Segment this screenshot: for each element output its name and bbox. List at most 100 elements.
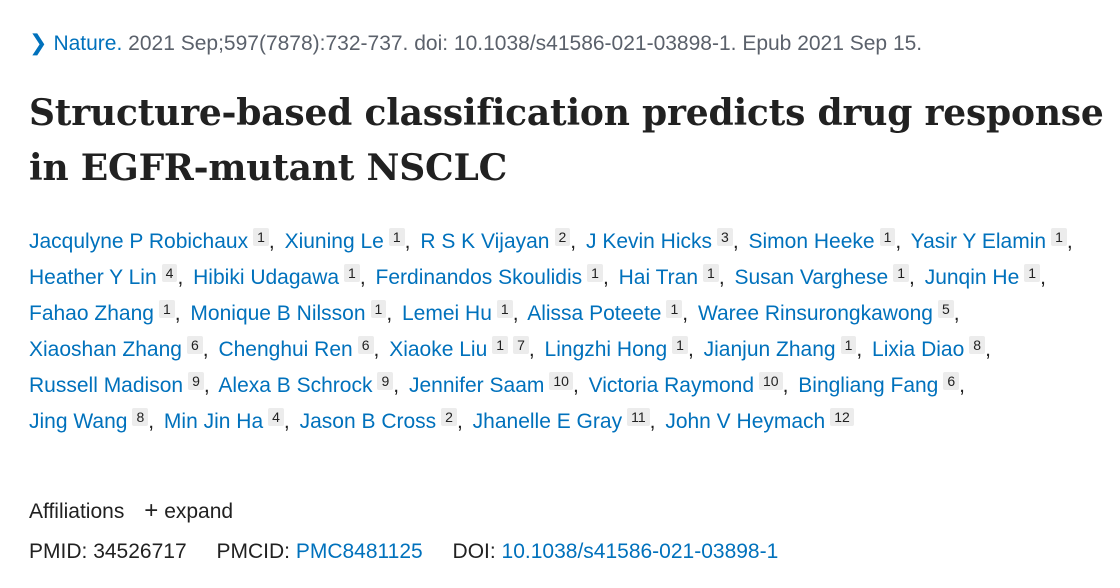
affiliation-ref-badge[interactable]: 12 — [830, 408, 854, 426]
author-item: Alissa Poteete 1, — [527, 300, 692, 325]
affiliations-expand-button[interactable]: + expand — [144, 497, 234, 524]
affiliation-ref-badge[interactable]: 2 — [554, 228, 571, 246]
author-name-link[interactable]: Xiuning Le — [284, 230, 384, 253]
author-name-link[interactable]: Jennifer Saam — [408, 374, 545, 397]
pmcid-link[interactable]: PMC8481125 — [295, 540, 423, 563]
author-name-link[interactable]: Simon Heeke — [748, 230, 875, 253]
author-item: Simon Heeke 1, — [748, 228, 906, 253]
author-name-link[interactable]: Jason B Cross — [299, 410, 437, 433]
author-separator: , — [909, 266, 915, 289]
affiliation-ref-badge[interactable]: 5 — [937, 300, 954, 318]
affiliation-ref-badge[interactable]: 10 — [549, 372, 573, 390]
chevron-right-icon[interactable]: ❯ — [29, 30, 48, 55]
author-name-link[interactable]: Bingliang Fang — [798, 374, 939, 397]
affiliation-ref-badge[interactable]: 11 — [627, 408, 650, 426]
author-item: John V Heymach 12 — [665, 408, 854, 433]
affiliation-ref-badge[interactable]: 10 — [759, 372, 783, 390]
author-separator: , — [682, 302, 689, 325]
affiliation-ref-badge[interactable]: 1 — [388, 228, 405, 246]
author-item: Susan Varghese 1, — [734, 264, 919, 289]
affiliation-ref-badge[interactable]: 7 — [513, 336, 529, 354]
author-name-link[interactable]: Jing Wang — [29, 410, 128, 433]
author-name-link[interactable]: R S K Vijayan — [420, 230, 550, 253]
affiliation-ref-badge[interactable]: 1 — [344, 264, 360, 282]
author-name-link[interactable]: Monique B Nilsson — [190, 302, 366, 325]
journal-link[interactable]: Nature. — [53, 32, 123, 55]
author-item: Fahao Zhang 1, — [29, 300, 185, 325]
affiliation-ref-badge[interactable]: 9 — [188, 372, 204, 390]
affiliation-ref-badge[interactable]: 1 — [158, 300, 175, 318]
author-separator: , — [687, 338, 694, 361]
author-separator: , — [1066, 230, 1073, 253]
author-name-link[interactable]: Lemei Hu — [402, 302, 492, 325]
author-name-link[interactable]: Alissa Poteete — [527, 302, 662, 325]
affiliation-ref-badge[interactable]: 1 — [370, 300, 387, 318]
author-name-link[interactable]: Lixia Diao — [872, 338, 965, 361]
affiliation-ref-badge[interactable]: 1 — [1051, 228, 1067, 246]
author-item: Jason B Cross 2, — [299, 408, 467, 433]
affiliation-ref-badge[interactable]: 1 — [496, 300, 513, 318]
author-item: Xiuning Le 1, — [284, 228, 415, 253]
author-name-link[interactable]: Min Jin Ha — [163, 410, 264, 433]
affiliation-ref-badge[interactable]: 4 — [268, 408, 284, 426]
author-name-link[interactable]: Ferdinandos Skoulidis — [375, 266, 583, 289]
author-separator: , — [732, 230, 739, 253]
author-name-link[interactable]: Jhanelle E Gray — [472, 410, 623, 433]
affiliations-row: Affiliations + expand — [29, 496, 233, 527]
affiliation-ref-badge[interactable]: 1 — [893, 264, 910, 282]
author-name-link[interactable]: Jianjun Zhang — [703, 338, 836, 361]
affiliation-ref-badge[interactable]: 4 — [161, 264, 178, 282]
author-item: R S K Vijayan 2, — [420, 228, 580, 253]
author-item: Lemei Hu 1, — [402, 300, 523, 325]
author-name-link[interactable]: Hibiki Udagawa — [193, 266, 340, 289]
affiliation-ref-badge[interactable]: 1 — [879, 228, 896, 246]
author-name-link[interactable]: Victoria Raymond — [588, 374, 754, 397]
author-name-link[interactable]: Xiaoshan Zhang — [29, 338, 182, 361]
author-name-link[interactable]: Susan Varghese — [734, 266, 889, 289]
affiliation-ref-badge[interactable]: 1 — [1024, 264, 1041, 282]
affiliation-ref-badge[interactable]: 8 — [132, 408, 149, 426]
author-name-link[interactable]: Alexa B Schrock — [218, 374, 373, 397]
author-separator: , — [718, 266, 725, 289]
author-separator: , — [386, 302, 393, 325]
author-name-link[interactable]: Junqin He — [924, 266, 1020, 289]
author-separator: , — [570, 230, 577, 253]
expand-label: expand — [164, 500, 234, 523]
author-separator: , — [953, 302, 960, 325]
doi-link[interactable]: 10.1038/s41586-021-03898-1 — [501, 540, 779, 563]
author-name-link[interactable]: Hai Tran — [618, 266, 699, 289]
author-item: J Kevin Hicks 3, — [585, 228, 743, 253]
affiliation-ref-badge[interactable]: 1 — [840, 336, 857, 354]
affiliation-ref-badge[interactable]: 8 — [969, 336, 986, 354]
affiliation-ref-badge[interactable]: 1 — [672, 336, 688, 354]
author-item: Victoria Raymond 10, — [588, 372, 793, 397]
author-name-link[interactable]: Russell Madison — [29, 374, 184, 397]
author-name-link[interactable]: Xiaoke Liu — [389, 338, 488, 361]
affiliation-ref-badge[interactable]: 1 — [587, 264, 603, 282]
affiliation-ref-badge[interactable]: 6 — [943, 372, 960, 390]
author-name-link[interactable]: Lingzhi Hong — [544, 338, 668, 361]
pmcid-label: PMCID: — [216, 540, 290, 563]
author-name-link[interactable]: J Kevin Hicks — [585, 230, 713, 253]
pmid: PMID: 34526717 — [29, 540, 192, 563]
authors-list: Jacqulyne P Robichaux 1, Xiuning Le 1, R S… — [29, 224, 1089, 440]
affiliation-ref-badge[interactable]: 1 — [666, 300, 683, 318]
author-name-link[interactable]: John V Heymach — [665, 410, 826, 433]
affiliation-ref-badge[interactable]: 1 — [492, 336, 509, 354]
author-name-link[interactable]: Heather Y Lin — [29, 266, 157, 289]
author-separator: , — [649, 410, 656, 433]
affiliation-ref-badge[interactable]: 6 — [357, 336, 374, 354]
affiliation-ref-badge[interactable]: 2 — [441, 408, 457, 426]
author-name-link[interactable]: Yasir Y Elamin — [910, 230, 1047, 253]
affiliation-ref-badge[interactable]: 1 — [253, 228, 269, 246]
affiliation-ref-badge[interactable]: 1 — [703, 264, 719, 282]
author-separator: , — [202, 338, 209, 361]
affiliation-ref-badge[interactable]: 9 — [377, 372, 394, 390]
affiliation-ref-badge[interactable]: 6 — [186, 336, 203, 354]
author-name-link[interactable]: Fahao Zhang — [29, 302, 154, 325]
author-name-link[interactable]: Chenghui Ren — [218, 338, 353, 361]
author-name-link[interactable]: Jacqulyne P Robichaux — [29, 230, 249, 253]
affiliation-ref-badge[interactable]: 3 — [717, 228, 733, 246]
author-separator: , — [393, 374, 400, 397]
author-name-link[interactable]: Waree Rinsurongkawong — [697, 302, 933, 325]
